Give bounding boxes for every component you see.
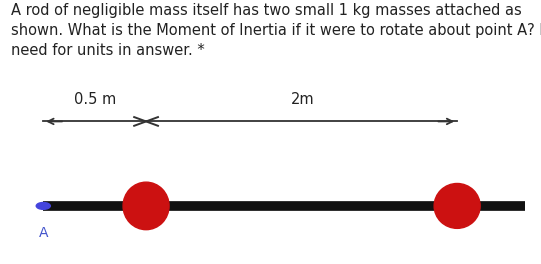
Circle shape bbox=[36, 202, 50, 209]
Ellipse shape bbox=[123, 182, 169, 230]
Text: 0.5 m: 0.5 m bbox=[74, 92, 116, 107]
Text: 2m: 2m bbox=[291, 92, 315, 107]
Ellipse shape bbox=[434, 183, 480, 228]
Text: A: A bbox=[38, 226, 48, 240]
Text: A rod of negligible mass itself has two small 1 kg masses attached as
shown. Wha: A rod of negligible mass itself has two … bbox=[11, 3, 541, 58]
